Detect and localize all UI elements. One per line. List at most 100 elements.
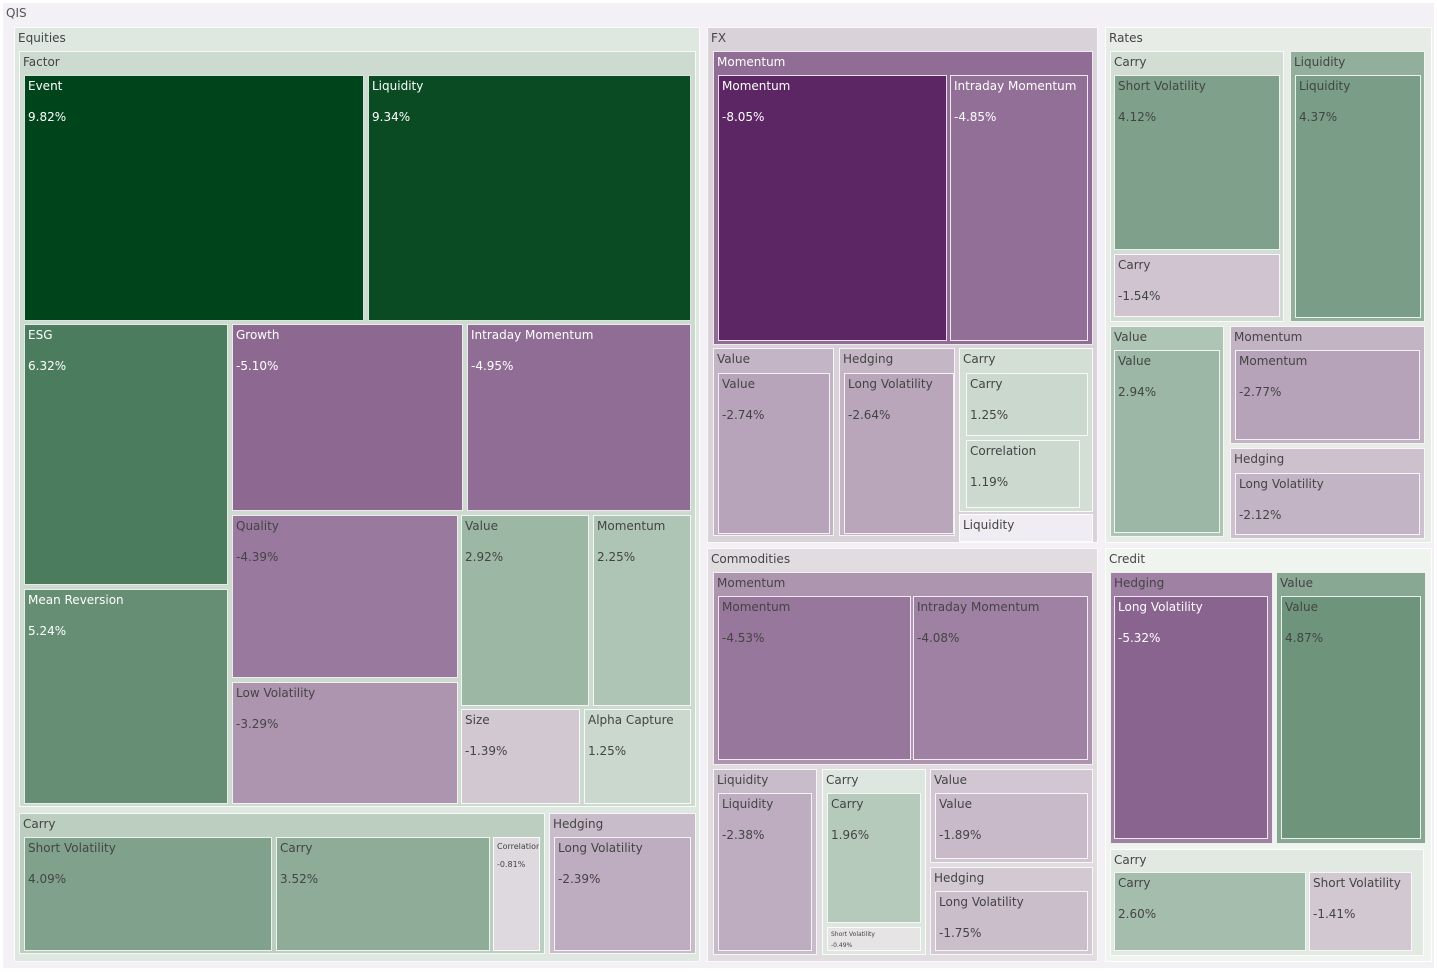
leaf-label: Long Volatility (1239, 477, 1324, 491)
leaf-value: -2.12% (1239, 508, 1282, 522)
leaf-credit-carry-short-volatility[interactable]: Short Volatility -1.41% (1309, 872, 1412, 951)
leaf-value: -2.64% (848, 408, 891, 422)
leaf-equities-factor-quality[interactable]: Quality -4.39% (232, 515, 458, 678)
leaf-label: Short Volatility (1313, 876, 1401, 890)
leaf-value: -4.53% (722, 631, 765, 645)
leaf-commodities-hedging-long-volatility[interactable]: Long Volatility -1.75% (935, 891, 1088, 951)
leaf-equities-factor-momentum[interactable]: Momentum 2.25% (593, 515, 691, 706)
subgroup-label: Hedging (843, 352, 894, 366)
leaf-label: Correlation (970, 444, 1037, 458)
leaf-label: Quality (236, 519, 279, 533)
leaf-label: Long Volatility (848, 377, 933, 391)
leaf-commodities-value-value[interactable]: Value -1.89% (935, 793, 1088, 859)
leaf-rates-hedging-long-volatility[interactable]: Long Volatility -2.12% (1235, 473, 1420, 535)
leaf-value: -4.08% (917, 631, 960, 645)
leaf-label: Carry (831, 797, 864, 811)
leaf-credit-value-value[interactable]: Value 4.87% (1281, 596, 1421, 839)
leaf-label: Value (1118, 354, 1151, 368)
leaf-value: 9.34% (372, 110, 411, 124)
leaf-equities-factor-esg[interactable]: ESG 6.32% (24, 324, 228, 585)
leaf-equities-factor-value[interactable]: Value 2.92% (461, 515, 589, 706)
leaf-value: 5.24% (28, 624, 67, 638)
leaf-commodities-carry-short-volatility[interactable]: Short Volatility -0.49% (827, 927, 921, 951)
leaf-label: Correlation (497, 842, 540, 851)
leaf-equities-carry-carry[interactable]: Carry 3.52% (276, 837, 490, 951)
leaf-rates-carry-carry[interactable]: Carry -1.54% (1114, 254, 1280, 317)
subgroup-label: Momentum (1234, 330, 1303, 344)
leaf-fx-momentum-intraday-momentum[interactable]: Intraday Momentum -4.85% (950, 75, 1088, 341)
leaf-commodities-liquidity-liquidity[interactable]: Liquidity -2.38% (718, 793, 812, 951)
leaf-value: -1.39% (465, 744, 508, 758)
leaf-equities-factor-liquidity[interactable]: Liquidity 9.34% (368, 75, 691, 321)
leaf-value: 6.32% (28, 359, 67, 373)
subgroup-fx-liquidity[interactable]: Liquidity (959, 514, 1093, 542)
leaf-equities-factor-low-volatility[interactable]: Low Volatility -3.29% (232, 682, 458, 804)
leaf-label: Event (28, 79, 63, 93)
leaf-rates-value-value[interactable]: Value 2.94% (1114, 350, 1220, 533)
leaf-rates-liquidity-liquidity[interactable]: Liquidity 4.37% (1295, 75, 1421, 318)
leaf-commodities-carry-carry[interactable]: Carry 1.96% (827, 793, 921, 923)
subgroup-label: Factor (23, 55, 60, 69)
leaf-label: Short Volatility (1118, 79, 1206, 93)
leaf-equities-carry-correlation[interactable]: Correlation -0.81% (493, 837, 540, 951)
leaf-value: -0.49% (831, 942, 853, 949)
subgroup-label: Value (717, 352, 750, 366)
leaf-equities-carry-short-volatility[interactable]: Short Volatility 4.09% (24, 837, 272, 951)
leaf-commodities-momentum-intraday-momentum[interactable]: Intraday Momentum -4.08% (913, 596, 1088, 760)
root-label: QIS (6, 6, 27, 20)
subgroup-label: Value (1280, 576, 1313, 590)
subgroup-label: Hedging (1234, 452, 1285, 466)
leaf-value: 4.37% (1299, 110, 1338, 124)
leaf-label: Intraday Momentum (954, 79, 1077, 93)
leaf-label: Momentum (1239, 354, 1308, 368)
group-label: Commodities (711, 552, 791, 566)
leaf-value: -2.38% (722, 828, 765, 842)
leaf-commodities-momentum-momentum[interactable]: Momentum -4.53% (718, 596, 911, 760)
leaf-value: 2.60% (1118, 907, 1157, 921)
subgroup-label: Value (934, 773, 967, 787)
leaf-credit-hedging-long-volatility[interactable]: Long Volatility -5.32% (1114, 596, 1268, 839)
leaf-value: 2.25% (597, 550, 636, 564)
leaf-value: 2.94% (1118, 385, 1157, 399)
leaf-value: 4.09% (28, 872, 67, 886)
leaf-fx-carry-correlation[interactable]: Correlation 1.19% (966, 440, 1080, 508)
leaf-label: Carry (1118, 876, 1151, 890)
leaf-equities-factor-growth[interactable]: Growth -5.10% (232, 324, 463, 511)
leaf-label: Low Volatility (236, 686, 316, 700)
leaf-equities-hedging-long-volatility[interactable]: Long Volatility -2.39% (554, 837, 691, 951)
subgroup-label: Carry (23, 817, 56, 831)
leaf-equities-factor-alpha-capture[interactable]: Alpha Capture 1.25% (584, 709, 691, 804)
leaf-equities-factor-intraday-momentum[interactable]: Intraday Momentum -4.95% (467, 324, 691, 511)
leaf-value: -5.10% (236, 359, 279, 373)
leaf-fx-value-value[interactable]: Value -2.74% (718, 373, 830, 534)
leaf-fx-hedging-long-volatility[interactable]: Long Volatility -2.64% (844, 373, 954, 534)
leaf-value: 3.52% (280, 872, 319, 886)
leaf-label: Intraday Momentum (917, 600, 1040, 614)
leaf-value: -4.85% (954, 110, 997, 124)
leaf-equities-factor-event[interactable]: Event 9.82% (24, 75, 364, 321)
leaf-fx-momentum-momentum[interactable]: Momentum -8.05% (718, 75, 947, 341)
leaf-value: -0.81% (497, 860, 526, 869)
group-label: Equities (18, 31, 66, 45)
leaf-label: Short Volatility (28, 841, 116, 855)
leaf-label: Carry (970, 377, 1003, 391)
subgroup-label: Carry (963, 352, 996, 366)
leaf-credit-carry-carry[interactable]: Carry 2.60% (1114, 872, 1306, 951)
leaf-value: -2.77% (1239, 385, 1282, 399)
leaf-label: Liquidity (372, 79, 424, 93)
leaf-fx-carry-carry[interactable]: Carry 1.25% (966, 373, 1088, 436)
leaf-value: 4.12% (1118, 110, 1157, 124)
leaf-label: Momentum (722, 79, 791, 93)
leaf-value: -2.74% (722, 408, 765, 422)
leaf-equities-factor-size[interactable]: Size -1.39% (461, 709, 580, 804)
leaf-label: Long Volatility (939, 895, 1024, 909)
subgroup-label: Momentum (717, 55, 786, 69)
leaf-value: 4.87% (1285, 631, 1324, 645)
leaf-value: -1.75% (939, 926, 982, 940)
leaf-value: -3.29% (236, 717, 279, 731)
leaf-label: Value (465, 519, 498, 533)
leaf-label: Momentum (722, 600, 791, 614)
leaf-rates-momentum-momentum[interactable]: Momentum -2.77% (1235, 350, 1420, 440)
leaf-equities-factor-mean-reversion[interactable]: Mean Reversion 5.24% (24, 589, 228, 804)
leaf-rates-carry-short-volatility[interactable]: Short Volatility 4.12% (1114, 75, 1280, 250)
